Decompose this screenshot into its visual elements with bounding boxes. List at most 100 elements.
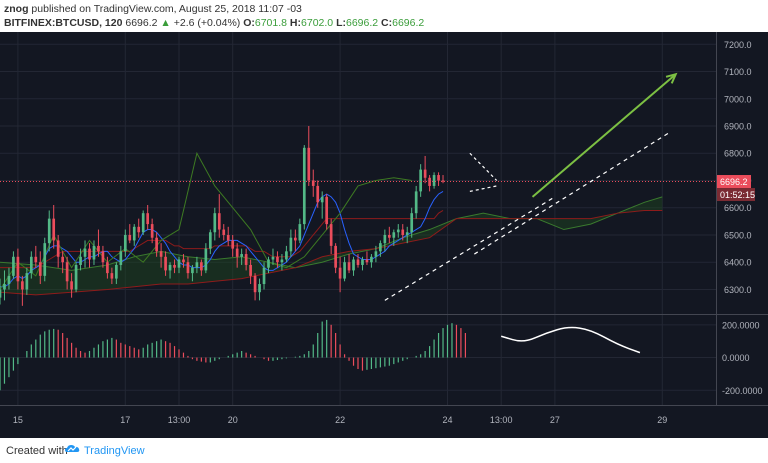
candle-body xyxy=(338,267,342,279)
up-arrow-icon: ▲ xyxy=(160,17,171,29)
candle-body xyxy=(34,256,38,263)
candle-body xyxy=(253,275,257,293)
candle-body xyxy=(182,259,185,263)
price-tick-label: 7100.0 xyxy=(724,67,752,77)
candle-body xyxy=(88,248,91,260)
senkou-span-b-line xyxy=(0,209,663,296)
chikou-span-line xyxy=(0,151,412,290)
candle-body xyxy=(320,196,324,203)
candle-body xyxy=(0,289,2,298)
candle-body xyxy=(128,234,132,241)
candle-body xyxy=(29,256,33,274)
candle-body xyxy=(289,237,293,252)
candle-body xyxy=(56,240,60,257)
candle-body xyxy=(249,264,252,276)
candle-body xyxy=(365,259,369,263)
candle-body xyxy=(405,232,409,235)
time-tick-label: 13:00 xyxy=(168,415,191,425)
pennant-upper-line xyxy=(469,152,498,181)
time-tick-label: 27 xyxy=(550,415,560,425)
candle-body xyxy=(173,264,176,268)
candle-body xyxy=(343,262,346,279)
oscillator-tick-label: -200.0000 xyxy=(722,386,763,396)
candle-body xyxy=(244,254,248,265)
oscillator-tick-label: 200.0000 xyxy=(722,320,760,330)
high-value: 6702.0 xyxy=(301,17,334,29)
publish-info: znog published on TradingView.com, Augus… xyxy=(4,3,302,15)
tradingview-brand[interactable]: TradingView xyxy=(84,445,145,457)
candle-body xyxy=(3,284,6,290)
candle-body xyxy=(195,262,199,268)
price-tick-label: 6400.0 xyxy=(724,258,752,268)
candle-body xyxy=(123,234,127,252)
candle-body xyxy=(383,234,387,244)
candle-body xyxy=(294,237,297,241)
price-tick-label: 6800.0 xyxy=(724,149,752,159)
candle-body xyxy=(387,234,391,238)
candle-body xyxy=(271,256,275,260)
low-label: L: xyxy=(336,17,346,29)
candle-body xyxy=(267,259,270,268)
projection-arrow-line xyxy=(531,73,677,198)
chart-area[interactable]: 6300.06400.06500.06600.06700.06800.06900… xyxy=(0,32,768,438)
candle-body xyxy=(65,262,69,282)
time-tick-label: 22 xyxy=(335,415,345,425)
candle-body xyxy=(97,245,100,252)
candle-body xyxy=(106,262,109,274)
candle-body xyxy=(437,175,440,181)
candle-body xyxy=(285,251,288,260)
tradingview-logo-icon xyxy=(64,443,81,458)
candle-body xyxy=(311,180,315,186)
candle-body xyxy=(302,147,306,225)
candle-body xyxy=(356,259,360,265)
oscillator-projection-curve xyxy=(500,326,641,354)
candle-body xyxy=(240,254,243,257)
candle-body xyxy=(262,267,266,285)
close-label: C: xyxy=(381,17,393,29)
last-price: 6696.2 xyxy=(125,17,158,29)
candle-body xyxy=(213,213,217,233)
low-value: 6696.2 xyxy=(345,17,379,29)
arrow-head-icon xyxy=(665,72,678,84)
candle-body xyxy=(222,229,226,235)
candle-body xyxy=(7,275,11,285)
candle-body xyxy=(325,196,329,225)
candle-body xyxy=(70,281,73,290)
kijun-sen-line xyxy=(0,210,444,269)
candle-body xyxy=(21,281,24,290)
symbol-name: BITFINEX:BTCUSD, 120 xyxy=(4,17,123,29)
candle-body xyxy=(74,264,78,290)
candle-body xyxy=(200,262,203,271)
candle-body xyxy=(83,248,87,257)
support-trendline xyxy=(384,196,556,301)
candle-body xyxy=(370,256,373,263)
candle-body xyxy=(137,226,141,233)
candle-body xyxy=(441,180,445,182)
candle-body xyxy=(115,264,118,279)
candle-body xyxy=(423,169,427,178)
candle-body xyxy=(204,248,208,271)
candle-body xyxy=(352,259,355,271)
price-tick-label: 6300.0 xyxy=(724,285,752,295)
candle-body xyxy=(276,256,279,263)
price-tick-label: 7000.0 xyxy=(724,94,752,104)
current-price-label: 6696.2 xyxy=(720,177,748,187)
candle-body xyxy=(155,237,158,252)
candle-body xyxy=(347,262,351,271)
candle-body xyxy=(401,229,405,235)
candle-body xyxy=(316,185,320,203)
candle-body xyxy=(307,147,311,181)
candle-body xyxy=(146,213,150,225)
time-tick-label: 13:00 xyxy=(490,415,513,425)
candle-body xyxy=(150,224,154,238)
candle-body xyxy=(432,175,436,186)
author-name[interactable]: znog xyxy=(4,3,29,15)
candle-body xyxy=(329,224,333,246)
candle-body xyxy=(168,264,172,271)
candle-body xyxy=(101,251,105,263)
candle-body xyxy=(334,245,337,268)
price-change: +2.6 (+0.04%) xyxy=(173,17,241,29)
candle-body xyxy=(361,259,364,265)
candle-body xyxy=(47,218,51,244)
candle-body xyxy=(110,273,114,279)
